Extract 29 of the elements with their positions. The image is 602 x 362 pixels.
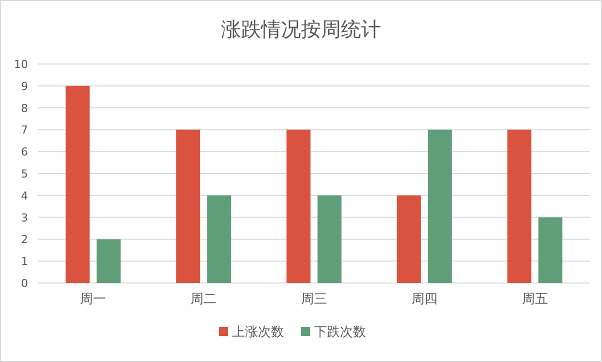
x-tick-label: 周四 [411, 292, 438, 307]
x-tick-label: 周三 [301, 292, 327, 307]
bar [396, 195, 421, 283]
bar [96, 239, 121, 283]
bar [538, 217, 562, 283]
legend-label: 上涨次数 [232, 325, 284, 340]
bar [428, 130, 452, 283]
x-tick-label: 周二 [190, 292, 217, 307]
y-tick-label: 10 [14, 58, 28, 71]
y-tick-label: 3 [21, 211, 28, 224]
y-tick-label: 5 [21, 168, 28, 180]
y-tick-label: 9 [21, 80, 28, 93]
y-tick-label: 4 [21, 189, 28, 202]
bar [507, 130, 532, 283]
y-tick-label: 0 [21, 277, 28, 290]
legend-label: 下跌次数 [314, 325, 366, 340]
y-tick-label: 1 [21, 255, 28, 268]
bar [176, 130, 200, 283]
bar [66, 86, 90, 283]
y-tick-label: 7 [21, 124, 28, 137]
bar [207, 195, 232, 283]
y-tick-label: 2 [21, 233, 28, 246]
bar [286, 130, 310, 283]
chart-title: 涨跌情况按周统计 [221, 17, 381, 41]
bar [318, 195, 342, 283]
x-tick-label: 周一 [80, 292, 106, 307]
x-tick-label: 周五 [522, 292, 548, 307]
y-tick-label: 8 [21, 102, 28, 115]
y-tick-label: 6 [21, 146, 28, 159]
